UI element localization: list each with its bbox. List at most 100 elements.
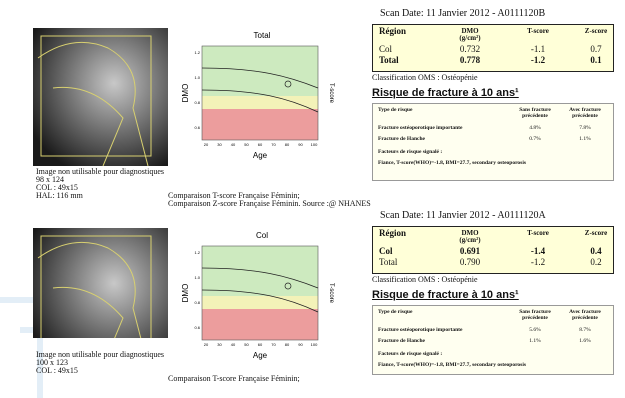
risk-note: Facteurs de risque signalé : xyxy=(378,351,442,357)
table-header: DMO (g/cm²) xyxy=(453,28,487,42)
risk-cell: 1.1% xyxy=(513,338,557,344)
x-tick-label: 90 xyxy=(298,142,303,147)
x-tick-label: 70 xyxy=(271,342,276,347)
y-tick-label: 1.2 xyxy=(194,250,200,255)
table-header: Z-score xyxy=(579,230,613,237)
zone-normal xyxy=(202,46,318,96)
chart-title: Col xyxy=(256,231,268,240)
risk-cell: 4.8% xyxy=(513,125,557,131)
y-tick-label: 1.0 xyxy=(194,75,200,80)
table-cell: Total xyxy=(379,55,439,65)
table-cell: Col xyxy=(379,44,439,54)
table-cell: -1.2 xyxy=(521,257,555,267)
x-tick-label: 100 xyxy=(311,342,318,347)
table-header: T-score xyxy=(521,28,555,35)
x-tick-label: 20 xyxy=(204,142,209,147)
risk-header: Avec fracture précédente xyxy=(563,309,607,321)
x-tick-label: 40 xyxy=(231,342,236,347)
x-tick-label: 80 xyxy=(285,342,290,347)
x-tick-label: 50 xyxy=(244,142,249,147)
risk-note: Fiance, T-score(WHO)=-1.8, BMI=27.7, sec… xyxy=(378,160,526,166)
y-tick-label: 1.0 xyxy=(194,275,200,280)
zone-osteoporosis xyxy=(202,109,318,140)
x-axis-label: Age xyxy=(253,351,268,360)
table-header: Région xyxy=(379,230,439,237)
y2-axis-label: T-score xyxy=(328,283,334,304)
image-caption: COL : 49x15 xyxy=(36,367,78,375)
scan-date: Scan Date: 11 Janvier 2012 - A0111120A xyxy=(380,210,546,221)
table-cell: 0.4 xyxy=(579,246,613,256)
risk-header: Sans fracture précédente xyxy=(513,107,557,119)
table-cell: 0.7 xyxy=(579,44,613,54)
x-tick-label: 30 xyxy=(217,142,222,147)
chart-title: Total xyxy=(254,31,271,40)
table-cell: -1.2 xyxy=(521,55,555,65)
risk-header: Type de risque xyxy=(378,107,478,113)
scan-image xyxy=(33,28,168,166)
risk-cell: Fracture ostéoporotique importante xyxy=(378,327,508,333)
risk-cell: 1.6% xyxy=(563,338,607,344)
results-table: Région DMO (g/cm²) T-score Z-score Col 0.691 -… xyxy=(372,226,614,274)
risk-table: Type de risque Sans fracture précédente Av… xyxy=(372,305,614,375)
x-tick-label: 60 xyxy=(258,342,263,347)
risk-cell: 5.6% xyxy=(513,327,557,333)
y-tick-label: 1.2 xyxy=(194,50,200,55)
x-tick-label: 90 xyxy=(298,342,303,347)
image-caption: HAL: 116 mm xyxy=(36,192,83,200)
risk-cell: Fracture ostéoporotique importante xyxy=(378,125,508,131)
table-cell: 0.790 xyxy=(453,257,487,267)
table-cell: Total xyxy=(379,257,439,267)
risk-note: Fiance, T-score(WHO)=-1.8, BMI=27.7, sec… xyxy=(378,362,526,368)
x-tick-label: 100 xyxy=(311,142,318,147)
classification: Classification OMS : Ostéopénie xyxy=(372,275,478,284)
y-tick-label: 0.6 xyxy=(194,125,200,130)
risk-header: Type de risque xyxy=(378,309,478,315)
table-header: DMO (g/cm²) xyxy=(453,230,487,244)
table-header: T-score xyxy=(521,230,555,237)
table-cell: 0.732 xyxy=(453,44,487,54)
x-tick-label: 60 xyxy=(258,142,263,147)
x-axis-label: Age xyxy=(253,151,268,160)
risk-title: Risque de fracture à 10 ans¹ xyxy=(372,289,519,301)
y-axis-label: DMO xyxy=(181,84,190,103)
zone-osteoporosis xyxy=(202,309,318,340)
y-axis-label: DMO xyxy=(181,284,190,303)
x-tick-label: 80 xyxy=(285,142,290,147)
page: teeImage non utilisable pour diagnostiqu… xyxy=(0,0,625,398)
risk-cell: 1.1% xyxy=(563,136,607,142)
table-cell: 0.2 xyxy=(579,257,613,267)
risk-cell: 7.8% xyxy=(563,125,607,131)
table-header: Z-score xyxy=(579,28,613,35)
comparison-note: Comparaison Z-score Française Féminin. S… xyxy=(168,200,371,208)
x-tick-label: 30 xyxy=(217,342,222,347)
zone-osteopenia xyxy=(202,296,318,309)
x-tick-label: 40 xyxy=(231,142,236,147)
risk-header: Avec fracture précédente xyxy=(563,107,607,119)
comparison-note: Comparaison T-score Française Féminin; xyxy=(168,375,300,383)
y2-axis-label: T-score xyxy=(328,83,334,104)
risk-title: Risque de fracture à 10 ans¹ xyxy=(372,87,519,99)
risk-table: Type de risque Sans fracture précédente Av… xyxy=(372,103,614,181)
x-tick-label: 50 xyxy=(244,342,249,347)
y-tick-label: 0.8 xyxy=(194,300,200,305)
y-tick-label: 0.6 xyxy=(194,325,200,330)
classification: Classification OMS : Ostéopénie xyxy=(372,73,478,82)
image-bg xyxy=(33,228,168,338)
risk-cell: Fracture de Hanche xyxy=(378,338,508,344)
table-cell: 0.691 xyxy=(453,246,487,256)
risk-header: Sans fracture précédente xyxy=(513,309,557,321)
table-cell: Col xyxy=(379,246,439,256)
table-cell: 0.1 xyxy=(579,55,613,65)
x-tick-label: 20 xyxy=(204,342,209,347)
risk-note: Facteurs de risque signalé : xyxy=(378,149,442,155)
table-cell: 0.778 xyxy=(453,55,487,65)
zone-osteopenia xyxy=(202,96,318,109)
bmd-chart: Total 1.2 1.0 0.8 0.6 20 30 40 50 60 70 80 90 100 DMO A… xyxy=(178,30,353,170)
table-cell: -1.4 xyxy=(521,246,555,256)
y-tick-label: 0.8 xyxy=(194,100,200,105)
bmd-chart: Col 1.2 1.0 0.8 0.6 20 30 40 50 60 70 80 90 100 DMO Age… xyxy=(178,230,353,370)
scan-date: Scan Date: 11 Janvier 2012 - A0111120B xyxy=(380,8,545,19)
table-cell: -1.1 xyxy=(521,44,555,54)
x-tick-label: 70 xyxy=(271,142,276,147)
